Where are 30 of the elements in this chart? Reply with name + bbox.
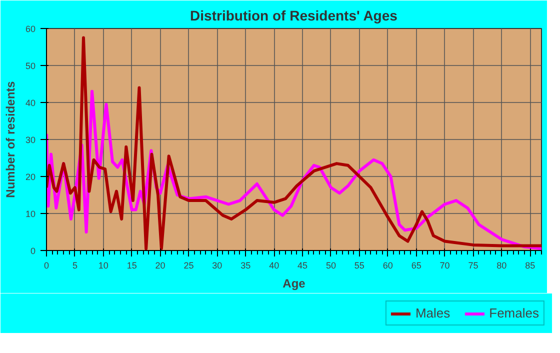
x-tick-label: 40 [269, 260, 280, 270]
x-tick-label: 50 [326, 260, 336, 270]
x-tick-label: 5 [72, 260, 78, 270]
x-tick-label: 80 [496, 260, 507, 270]
x-tick-label: 55 [354, 260, 364, 270]
x-tick-label: 65 [411, 260, 422, 270]
x-tick-label: 35 [240, 260, 251, 270]
y-tick-label: 30 [25, 135, 36, 145]
x-tick-label: 20 [155, 260, 166, 270]
y-tick-label: 10 [25, 209, 36, 219]
x-tick-label: 70 [440, 260, 450, 270]
y-tick-label: 20 [25, 172, 36, 182]
legend-label: Males [415, 306, 450, 320]
x-tick-label: 0 [44, 260, 50, 270]
x-tick-label: 15 [126, 260, 137, 270]
chart-title: Distribution of Residents' Ages [190, 8, 398, 24]
x-tick-label: 75 [468, 260, 478, 270]
x-tick-label: 45 [298, 260, 308, 270]
y-axis-title: Number of residents [3, 80, 18, 198]
x-tick-label: 10 [98, 260, 108, 270]
x-axis-title: Age [282, 276, 306, 290]
x-tick-label: 85 [525, 260, 536, 270]
x-tick-label: 30 [212, 260, 222, 270]
y-tick-label: 0 [30, 246, 36, 256]
y-tick-label: 50 [25, 61, 36, 71]
y-tick-label: 40 [25, 98, 36, 108]
y-tick-label: 60 [25, 24, 36, 34]
x-tick-label: 25 [184, 260, 194, 270]
legend-label: Females [489, 306, 539, 320]
x-tick-label: 60 [382, 260, 393, 270]
